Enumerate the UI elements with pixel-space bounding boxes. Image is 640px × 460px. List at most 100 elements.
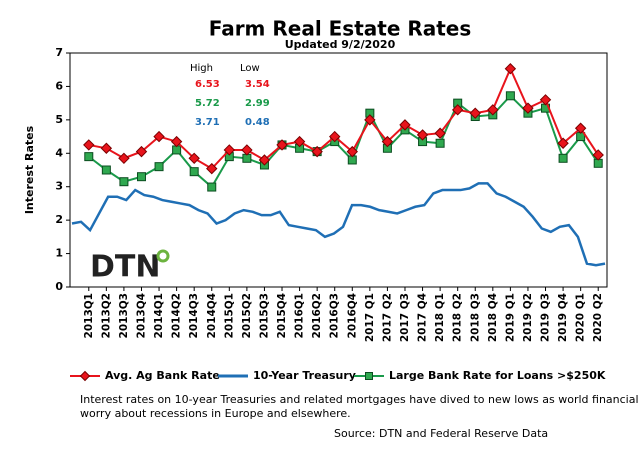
- diamond-marker: [118, 152, 130, 165]
- x-tick-label: 2017 Q2: [381, 293, 393, 342]
- y-tick-label: 3: [55, 180, 63, 193]
- diamond-marker: [329, 130, 341, 143]
- y-tick-label: 2: [55, 213, 63, 226]
- diamond-marker: [381, 135, 394, 148]
- legend-label: 10-Year Treasury: [253, 369, 356, 382]
- square-marker: [365, 372, 373, 380]
- logo: DTN: [90, 250, 160, 285]
- square-marker: [84, 152, 94, 162]
- square-marker: [558, 153, 568, 163]
- legend-label: Avg. Ag Bank Rate: [105, 369, 220, 382]
- x-tick-label: 2014Q2: [171, 293, 183, 338]
- chart-subtitle: Updated 9/2/2020: [285, 38, 396, 51]
- x-tick-label: 2016Q3: [329, 293, 341, 338]
- diamond-marker: [574, 122, 587, 134]
- diamond-marker: [276, 139, 288, 151]
- stats-header: High: [190, 63, 213, 74]
- x-tick-label: 2015Q2: [241, 293, 253, 338]
- y-tick-label: 7: [55, 46, 63, 59]
- y-tick-label: 6: [55, 79, 63, 92]
- y-tick-label: 0: [55, 280, 63, 293]
- diamond-marker: [170, 135, 183, 148]
- square-marker: [136, 172, 146, 182]
- x-tick-label: 2018 Q2: [452, 293, 464, 342]
- x-tick-label: 2019 Q3: [540, 293, 552, 342]
- diamond-marker: [416, 129, 429, 141]
- diamond-marker: [504, 63, 517, 75]
- x-tick-label: 2019 Q1: [504, 293, 516, 342]
- x-tick-label: 2014Q1: [153, 293, 165, 338]
- x-tick-label: 2016Q2: [311, 293, 323, 338]
- footnote-line: worry about recessions in Europe and els…: [80, 407, 351, 420]
- square-marker: [435, 138, 445, 148]
- diamond-marker: [241, 144, 253, 156]
- diamond-marker: [188, 152, 200, 165]
- diamond-marker: [346, 145, 358, 158]
- diamond-marker: [364, 114, 376, 126]
- y-tick-label: 4: [55, 146, 63, 159]
- diamond-marker: [399, 119, 411, 131]
- x-tick-label: 2019 Q2: [522, 293, 534, 342]
- x-tick-label: 2013Q4: [135, 293, 147, 338]
- x-tick-label: 2014Q4: [206, 293, 218, 338]
- diamond-marker: [469, 107, 481, 119]
- x-tick-label: 2020 Q1: [575, 293, 587, 342]
- x-tick-label: 2015Q3: [258, 293, 270, 338]
- x-tick-label: 2019 Q4: [557, 293, 569, 342]
- diamond-marker: [311, 145, 323, 158]
- diamond-marker: [135, 145, 148, 158]
- diamond-marker: [434, 127, 446, 139]
- x-tick-label: 2013Q1: [83, 293, 95, 338]
- square-marker: [154, 162, 164, 172]
- x-tick-label: 2016Q4: [346, 293, 358, 338]
- source: Source: DTN and Federal Reserve Data: [334, 427, 548, 440]
- treasury-line: [71, 182, 606, 267]
- stats-value: 3.71: [195, 117, 220, 128]
- x-tick-label: 2017 Q3: [399, 293, 411, 342]
- diamond-marker: [522, 102, 534, 114]
- y-tick-label: 1: [55, 247, 63, 260]
- diamond-marker: [293, 135, 306, 148]
- plot-frame: [69, 52, 608, 288]
- x-tick-label: 2018 Q1: [434, 293, 446, 342]
- stats-value: 3.54: [245, 79, 270, 90]
- diamond-marker: [592, 149, 604, 161]
- diamond-marker: [100, 142, 113, 154]
- x-tick-label: 2018 Q4: [487, 293, 499, 342]
- y-axis-label: Interest Rates: [23, 125, 36, 214]
- x-tick-label: 2013Q3: [118, 293, 130, 338]
- square-marker: [505, 91, 515, 101]
- square-marker: [119, 177, 129, 187]
- diamond-marker: [206, 162, 218, 175]
- diamond-marker: [258, 154, 271, 166]
- diamond-marker: [153, 130, 165, 143]
- x-tick-label: 2015Q1: [223, 293, 235, 338]
- diamond-marker: [83, 139, 95, 151]
- stats-value: 5.72: [195, 98, 220, 109]
- x-tick-label: 2017 Q4: [417, 293, 429, 342]
- x-tick-label: 2013Q2: [100, 293, 112, 338]
- square-marker: [101, 165, 111, 175]
- diamond-marker: [79, 370, 91, 382]
- stats-value: 2.99: [245, 98, 270, 109]
- x-tick-label: 2016Q1: [294, 293, 306, 338]
- stats-value: 0.48: [245, 117, 270, 128]
- square-marker: [189, 167, 199, 177]
- x-tick-label: 2014Q3: [188, 293, 200, 338]
- x-tick-label: 2020 Q2: [592, 293, 604, 342]
- square-marker: [207, 182, 217, 192]
- x-tick-label: 2015Q4: [276, 293, 288, 338]
- footnote-line: Interest rates on 10-year Treasuries and…: [80, 393, 640, 406]
- stats-header: Low: [240, 63, 260, 74]
- stats-value: 6.53: [195, 79, 220, 90]
- diamond-marker: [223, 144, 236, 156]
- diamond-marker: [451, 104, 464, 116]
- legend-label: Large Bank Rate for Loans >$250K: [389, 369, 606, 382]
- chart-title: Farm Real Estate Rates: [209, 17, 472, 41]
- y-tick-label: 5: [55, 113, 63, 126]
- x-tick-label: 2017 Q1: [364, 293, 376, 342]
- diamond-marker: [539, 94, 552, 106]
- logo-dot: [156, 249, 170, 263]
